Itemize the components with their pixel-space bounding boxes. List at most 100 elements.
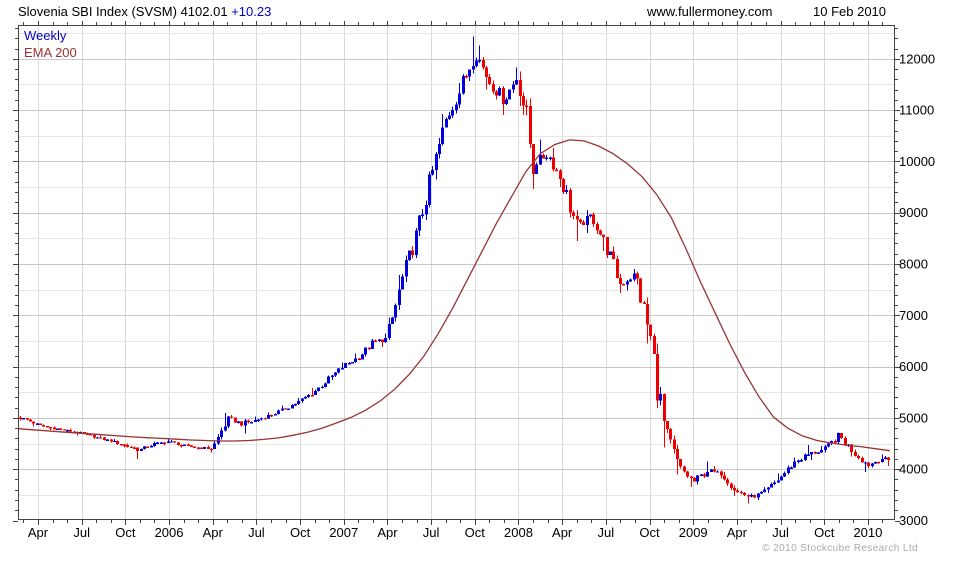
candle-body: [679, 459, 682, 467]
candle-body: [472, 65, 475, 70]
y-axis-label: 9000: [899, 205, 928, 220]
candle-body: [599, 230, 602, 235]
candle-body: [488, 76, 491, 85]
candle-body: [29, 419, 32, 422]
x-axis-label: Jul: [423, 525, 440, 540]
x-axis-label: Jul: [73, 525, 90, 540]
candle-body: [36, 423, 39, 426]
candle-body: [22, 418, 25, 420]
candle-body: [39, 423, 42, 426]
candle-body: [726, 479, 729, 484]
candle-body: [646, 304, 649, 325]
candle-body: [579, 219, 582, 223]
candle-body: [465, 76, 468, 78]
candle-body: [572, 212, 575, 217]
ema-layer: [18, 139, 890, 452]
ema-line: [18, 139, 890, 452]
candle-body: [649, 324, 652, 337]
candle-body: [515, 80, 518, 85]
candle-body: [532, 144, 535, 174]
candle-body: [153, 442, 156, 446]
candle-body: [378, 339, 381, 342]
candle-body: [301, 398, 304, 402]
candle-body: [706, 472, 709, 477]
candle-body: [693, 478, 696, 482]
candle-body: [220, 430, 223, 437]
candle-body: [53, 427, 56, 430]
y-axis-label: 7000: [899, 308, 928, 323]
candle-body: [140, 448, 143, 451]
candle-body: [247, 420, 250, 423]
candle-body: [686, 471, 689, 477]
candle-body: [659, 394, 662, 401]
x-axis-label: 2008: [504, 525, 533, 540]
candle-body: [750, 495, 753, 497]
candle-body: [180, 444, 183, 447]
candle-body: [622, 284, 625, 286]
candle-body: [150, 445, 153, 448]
candle-body: [609, 251, 612, 255]
candle-body: [374, 340, 377, 343]
candle-body: [777, 480, 780, 483]
candle-body: [324, 383, 327, 387]
candle-body: [881, 458, 884, 463]
y-axis-label: 5000: [899, 410, 928, 425]
candle-body: [804, 454, 807, 460]
candle-body: [89, 433, 92, 436]
x-axis-label: Jul: [772, 525, 789, 540]
candle-body: [857, 455, 860, 459]
candle-body: [291, 405, 294, 409]
candle-body: [713, 469, 716, 472]
candle-body: [254, 419, 257, 422]
candle-body: [344, 363, 347, 369]
candle-body: [807, 454, 810, 456]
candle-body: [478, 59, 481, 62]
candle-body: [331, 375, 334, 377]
candle-body: [270, 415, 273, 417]
candle-body: [398, 289, 401, 305]
candle-body: [643, 302, 646, 305]
candle-body: [797, 460, 800, 463]
candle-body: [167, 441, 170, 444]
candle-body: [321, 386, 324, 389]
axis-layer: [13, 21, 900, 525]
x-axis-label: Jul: [598, 525, 615, 540]
candle-body: [207, 447, 210, 449]
candle-body: [257, 419, 260, 421]
candle-body: [431, 170, 434, 175]
candle-body: [824, 446, 827, 451]
candle-body: [66, 430, 69, 432]
candle-body: [136, 447, 139, 451]
y-axis-label: 4000: [899, 462, 928, 477]
candle-body: [525, 105, 528, 108]
y-axis-label: 12000: [899, 51, 935, 66]
candle-body: [381, 339, 384, 342]
candle-body: [871, 463, 874, 467]
x-axis-labels: Apr Jul Oct 2006 Apr Jul Oct 2007 Apr Jul Oct 2008 A…: [28, 525, 882, 540]
candle-body: [116, 440, 119, 444]
candle-body: [425, 205, 428, 215]
candle-body: [83, 432, 86, 434]
x-axis-label: Oct: [465, 525, 486, 540]
candle-body: [542, 154, 545, 159]
candle-body: [411, 250, 414, 255]
candle-body: [820, 450, 823, 453]
candle-body: [26, 418, 29, 420]
candle-body: [827, 443, 830, 447]
x-axis-label: 2007: [329, 525, 358, 540]
candle-body: [96, 437, 99, 439]
candle-body: [213, 443, 216, 449]
candle-body: [106, 439, 109, 441]
candle-body: [502, 88, 505, 105]
candle-body: [793, 461, 796, 468]
candle-body: [535, 164, 538, 174]
y-axis-label: 6000: [899, 359, 928, 374]
candle-body: [227, 416, 230, 427]
candle-body: [482, 59, 485, 68]
candle-body: [93, 434, 96, 438]
candle-body: [224, 426, 227, 431]
candle-body: [240, 421, 243, 426]
candle-body: [234, 417, 237, 423]
candle-body: [358, 358, 361, 361]
candle-body: [626, 281, 629, 285]
